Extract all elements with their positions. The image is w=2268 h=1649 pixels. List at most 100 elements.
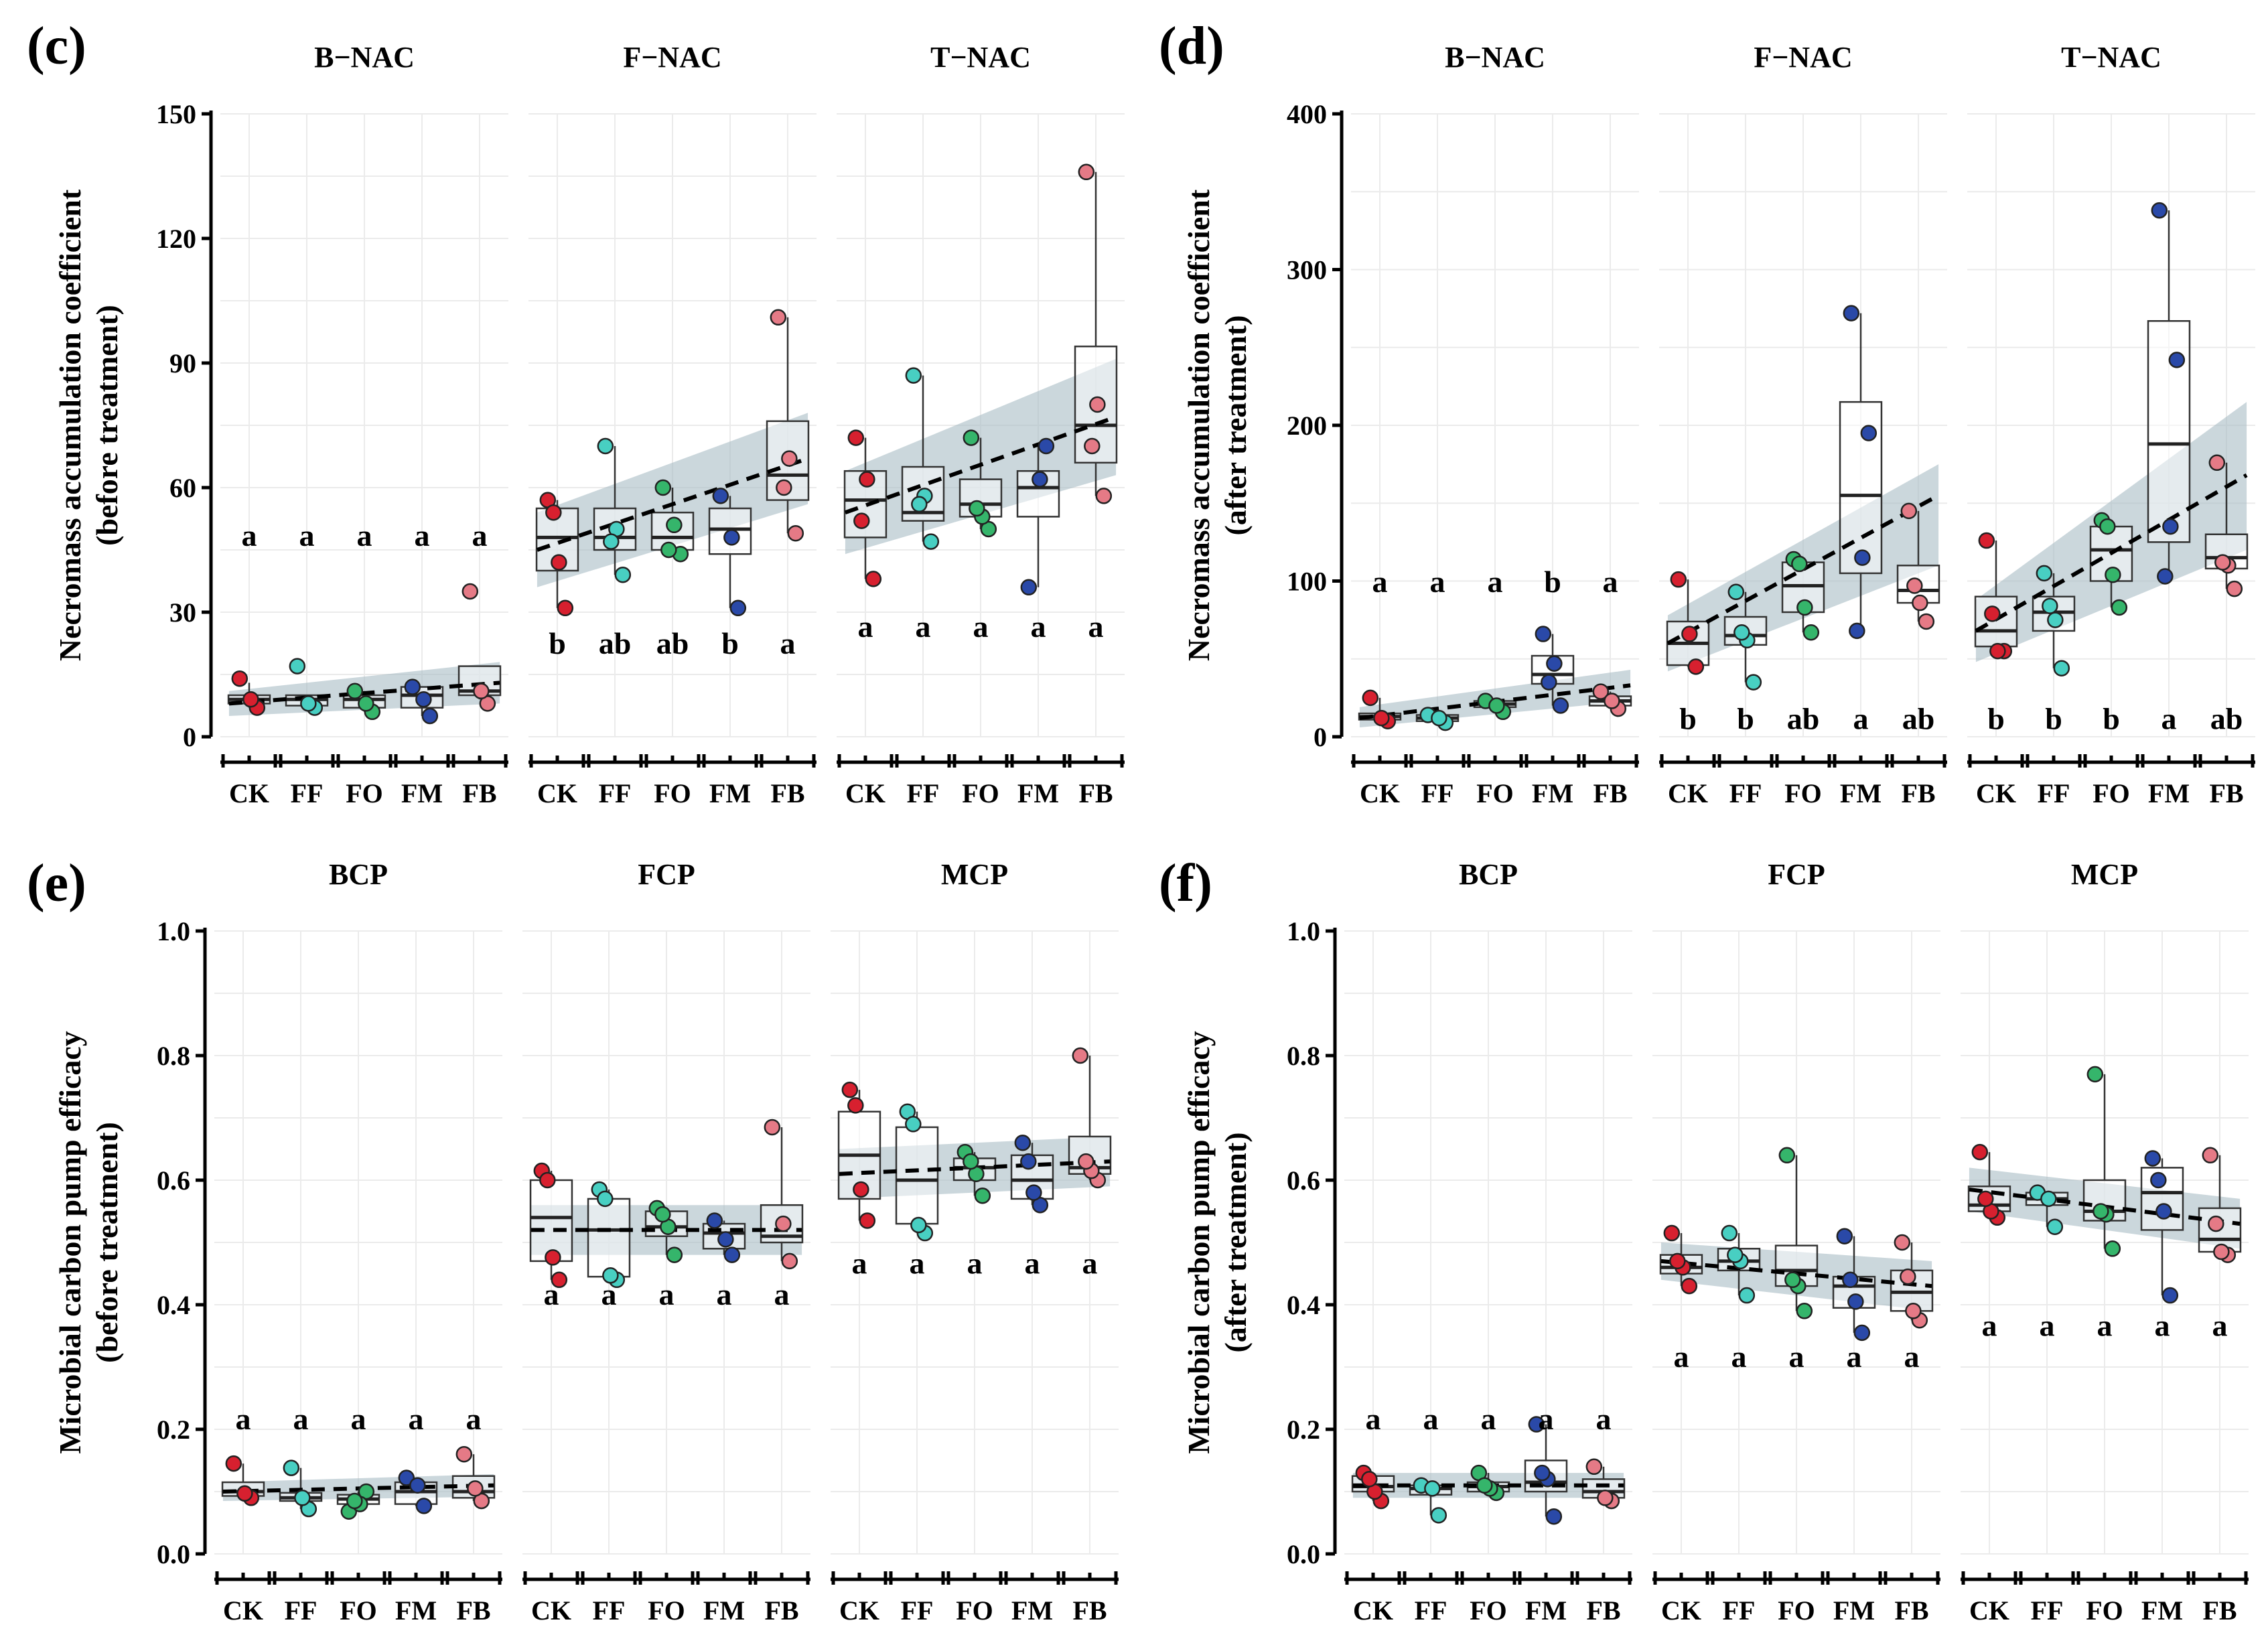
data-point-CK <box>231 670 249 687</box>
y-tick-label: 0.4 <box>1287 1290 1320 1320</box>
data-point-FO <box>963 1153 979 1170</box>
significance-letter: b <box>1679 701 1697 735</box>
x-tick-label: FO <box>1784 778 1822 808</box>
facet-title: T−NAC <box>2061 41 2161 74</box>
significance-letter: a <box>601 1277 617 1311</box>
significance-letter: a <box>242 518 257 553</box>
significance-letter: a <box>2212 1309 2228 1343</box>
y-tick-label: 150 <box>156 99 196 129</box>
data-point-FB <box>455 1445 473 1463</box>
x-tick-label: FM <box>703 1595 745 1626</box>
data-point-FM <box>2162 518 2179 535</box>
x-tick-label: FO <box>654 778 691 808</box>
y-tick-label: 0.6 <box>157 1165 190 1196</box>
y-tick-label: 400 <box>1287 99 1327 129</box>
x-tick-label: FO <box>1470 1595 1507 1626</box>
significance-letter: a <box>1423 1402 1439 1436</box>
x-tick-label: FO <box>340 1595 377 1626</box>
data-point-CK <box>1362 689 1379 707</box>
significance-letter: ab <box>2210 701 2243 735</box>
data-point-FM <box>1020 579 1038 596</box>
x-tick-label: FB <box>764 1595 798 1626</box>
data-point-FB <box>1900 1268 1916 1285</box>
data-point-CK <box>1669 1252 1686 1270</box>
data-point-FF <box>1727 1246 1744 1263</box>
data-point-CK <box>847 429 865 446</box>
data-point-FM <box>1849 622 1865 640</box>
data-point-FF <box>1430 1507 1447 1524</box>
y-tick-label: 0 <box>1314 722 1327 752</box>
data-point-FO <box>974 1188 991 1204</box>
data-point-CK <box>1373 709 1390 727</box>
data-point-FF <box>1733 624 1750 641</box>
trend-line <box>536 456 809 552</box>
x-tick-label: FF <box>285 1595 317 1626</box>
significance-letter: b <box>549 626 566 660</box>
significance-letter: a <box>1025 1246 1040 1281</box>
data-point-FO <box>666 516 683 534</box>
panel-label: (f) <box>1159 854 1212 913</box>
data-point-FF <box>614 566 632 583</box>
data-point-FM <box>723 529 740 546</box>
facet-title: F−NAC <box>1754 41 1852 74</box>
data-point-CK <box>865 571 882 587</box>
data-point-CK <box>551 1271 568 1289</box>
significance-letter: a <box>1481 1402 1496 1436</box>
data-point-FO <box>1791 555 1808 573</box>
data-point-CK <box>1978 532 1995 549</box>
data-point-FO <box>2099 518 2116 535</box>
data-point-FM <box>1014 1134 1032 1151</box>
y-tick-label: 1.0 <box>1287 916 1320 946</box>
x-tick-label: FM <box>395 1595 437 1626</box>
box-FF <box>895 1126 939 1225</box>
data-point-FB <box>2208 454 2226 472</box>
x-tick-label: FF <box>1729 778 1762 808</box>
data-point-FB <box>467 1480 484 1497</box>
significance-letter: a <box>852 1246 867 1281</box>
data-point-CK <box>242 691 259 708</box>
box-FO <box>959 478 1003 518</box>
significance-letter: a <box>858 610 873 644</box>
data-point-FO <box>2105 566 2121 583</box>
x-tick-label: FM <box>1532 778 1573 808</box>
significance-letter: a <box>1674 1340 1689 1374</box>
data-point-FM <box>1842 1271 1859 1289</box>
data-point-FM <box>2161 1287 2179 1304</box>
facet-title: BCP <box>1459 858 1518 891</box>
significance-letter: a <box>357 518 372 553</box>
data-point-FB <box>2213 1243 2230 1261</box>
y-axis-title-line2: (before treatment) <box>90 1122 124 1363</box>
significance-letter: a <box>236 1402 251 1436</box>
x-tick-label: FM <box>2148 778 2190 808</box>
y-tick-label: 90 <box>169 348 196 378</box>
x-tick-label: CK <box>1969 1595 2009 1626</box>
y-tick-label: 0.0 <box>157 1539 190 1569</box>
x-tick-label: FB <box>1072 1595 1107 1626</box>
data-point-FO <box>1802 624 1820 641</box>
data-point-FF <box>2040 1190 2057 1208</box>
significance-letter: a <box>967 1246 983 1281</box>
significance-letter: ab <box>599 626 632 660</box>
data-point-FF <box>905 1116 922 1133</box>
x-tick-label: FM <box>2141 1595 2183 1626</box>
data-point-FM <box>712 488 729 504</box>
data-point-FM <box>1854 549 1871 566</box>
data-point-CK <box>1687 658 1705 675</box>
data-point-FM <box>415 691 432 708</box>
x-tick-label: FB <box>770 778 804 808</box>
x-tick-label: FB <box>462 778 496 808</box>
data-point-FB <box>1894 1234 1911 1251</box>
data-point-FM <box>421 707 439 725</box>
data-point-FO <box>2093 1203 2109 1220</box>
x-tick-label: FF <box>1421 778 1454 808</box>
data-point-FM <box>2150 1171 2167 1189</box>
significance-letter: ab <box>1787 701 1820 735</box>
data-point-FB <box>770 309 787 326</box>
data-point-FO <box>660 541 677 559</box>
data-point-FF <box>294 1490 311 1506</box>
x-tick-label: CK <box>223 1595 263 1626</box>
x-tick-label: FO <box>1778 1595 1815 1626</box>
data-point-FB <box>776 479 792 496</box>
x-tick-label: FB <box>1894 1595 1928 1626</box>
